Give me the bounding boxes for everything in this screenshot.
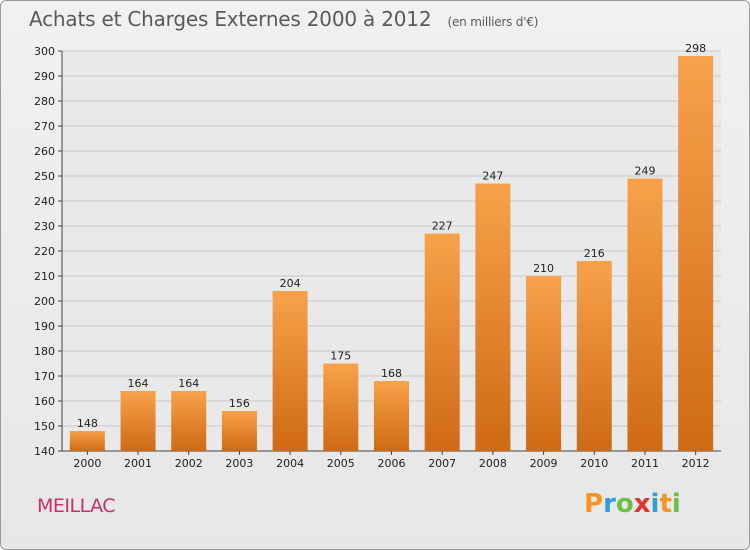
value-label: 156 <box>229 397 250 410</box>
y-tick-label: 190 <box>34 320 55 333</box>
y-tick-label: 160 <box>34 395 55 408</box>
x-tick-label: 2002 <box>175 457 203 470</box>
y-tick-label: 270 <box>34 120 55 133</box>
x-tick-label: 2000 <box>73 457 101 470</box>
bar <box>576 261 612 451</box>
y-tick-label: 150 <box>34 420 55 433</box>
y-tick-label: 290 <box>34 70 55 83</box>
value-label: 298 <box>685 42 706 55</box>
bar <box>323 363 359 451</box>
logo-letter: o <box>615 489 634 519</box>
x-tick-label: 2010 <box>580 457 608 470</box>
value-label: 164 <box>178 377 199 390</box>
bar <box>69 431 105 451</box>
y-tick-label: 210 <box>34 270 55 283</box>
value-label: 168 <box>381 367 402 380</box>
y-tick-label: 220 <box>34 245 55 258</box>
chart-unit: (en milliers d'€) <box>447 15 539 29</box>
logo-letter: x <box>633 489 651 519</box>
bar <box>424 233 460 451</box>
y-tick-label: 140 <box>34 445 55 458</box>
logo-letter: r <box>603 489 616 519</box>
value-label: 249 <box>634 165 655 178</box>
x-tick-label: 2008 <box>479 457 507 470</box>
x-tick-label: 2011 <box>631 457 659 470</box>
y-tick-label: 250 <box>34 170 55 183</box>
bar <box>627 178 663 451</box>
bar <box>120 391 156 451</box>
x-tick-label: 2003 <box>225 457 253 470</box>
y-tick-label: 280 <box>34 95 55 108</box>
chart-title: Achats et Charges Externes 2000 à 2012 <box>29 7 432 31</box>
y-tick-label: 240 <box>34 195 55 208</box>
value-label: 247 <box>482 170 503 183</box>
logo-letter: i <box>650 489 660 519</box>
value-label: 227 <box>432 220 453 233</box>
commune-name: MEILLAC <box>37 495 116 517</box>
y-tick-label: 230 <box>34 220 55 233</box>
bar <box>475 183 511 451</box>
x-tick-label: 2006 <box>378 457 406 470</box>
x-tick-label: 2001 <box>124 457 152 470</box>
value-label: 210 <box>533 262 554 275</box>
x-tick-label: 2004 <box>276 457 304 470</box>
bar <box>221 411 257 451</box>
x-tick-label: 2005 <box>327 457 355 470</box>
y-tick-label: 180 <box>34 345 55 358</box>
bar <box>678 56 714 451</box>
y-tick-label: 200 <box>34 295 55 308</box>
logo-letter: P <box>584 489 604 519</box>
value-label: 204 <box>280 277 301 290</box>
bar <box>171 391 207 451</box>
value-label: 164 <box>128 377 149 390</box>
x-tick-label: 2012 <box>682 457 710 470</box>
value-label: 175 <box>330 350 351 363</box>
y-tick-label: 170 <box>34 370 55 383</box>
logo-letter: t <box>659 489 672 519</box>
logo-letter: i <box>671 489 681 519</box>
x-tick-label: 2009 <box>530 457 558 470</box>
bar <box>526 276 562 451</box>
y-tick-label: 300 <box>34 45 55 58</box>
y-tick-label: 260 <box>34 145 55 158</box>
chart-title-block: Achats et Charges Externes 2000 à 2012 (… <box>29 7 538 31</box>
bar <box>374 381 409 451</box>
proxiti-logo: Proxiti <box>584 489 681 519</box>
value-label: 216 <box>584 247 605 260</box>
bar <box>272 291 308 451</box>
value-label: 148 <box>77 417 98 430</box>
x-tick-label: 2007 <box>428 457 456 470</box>
